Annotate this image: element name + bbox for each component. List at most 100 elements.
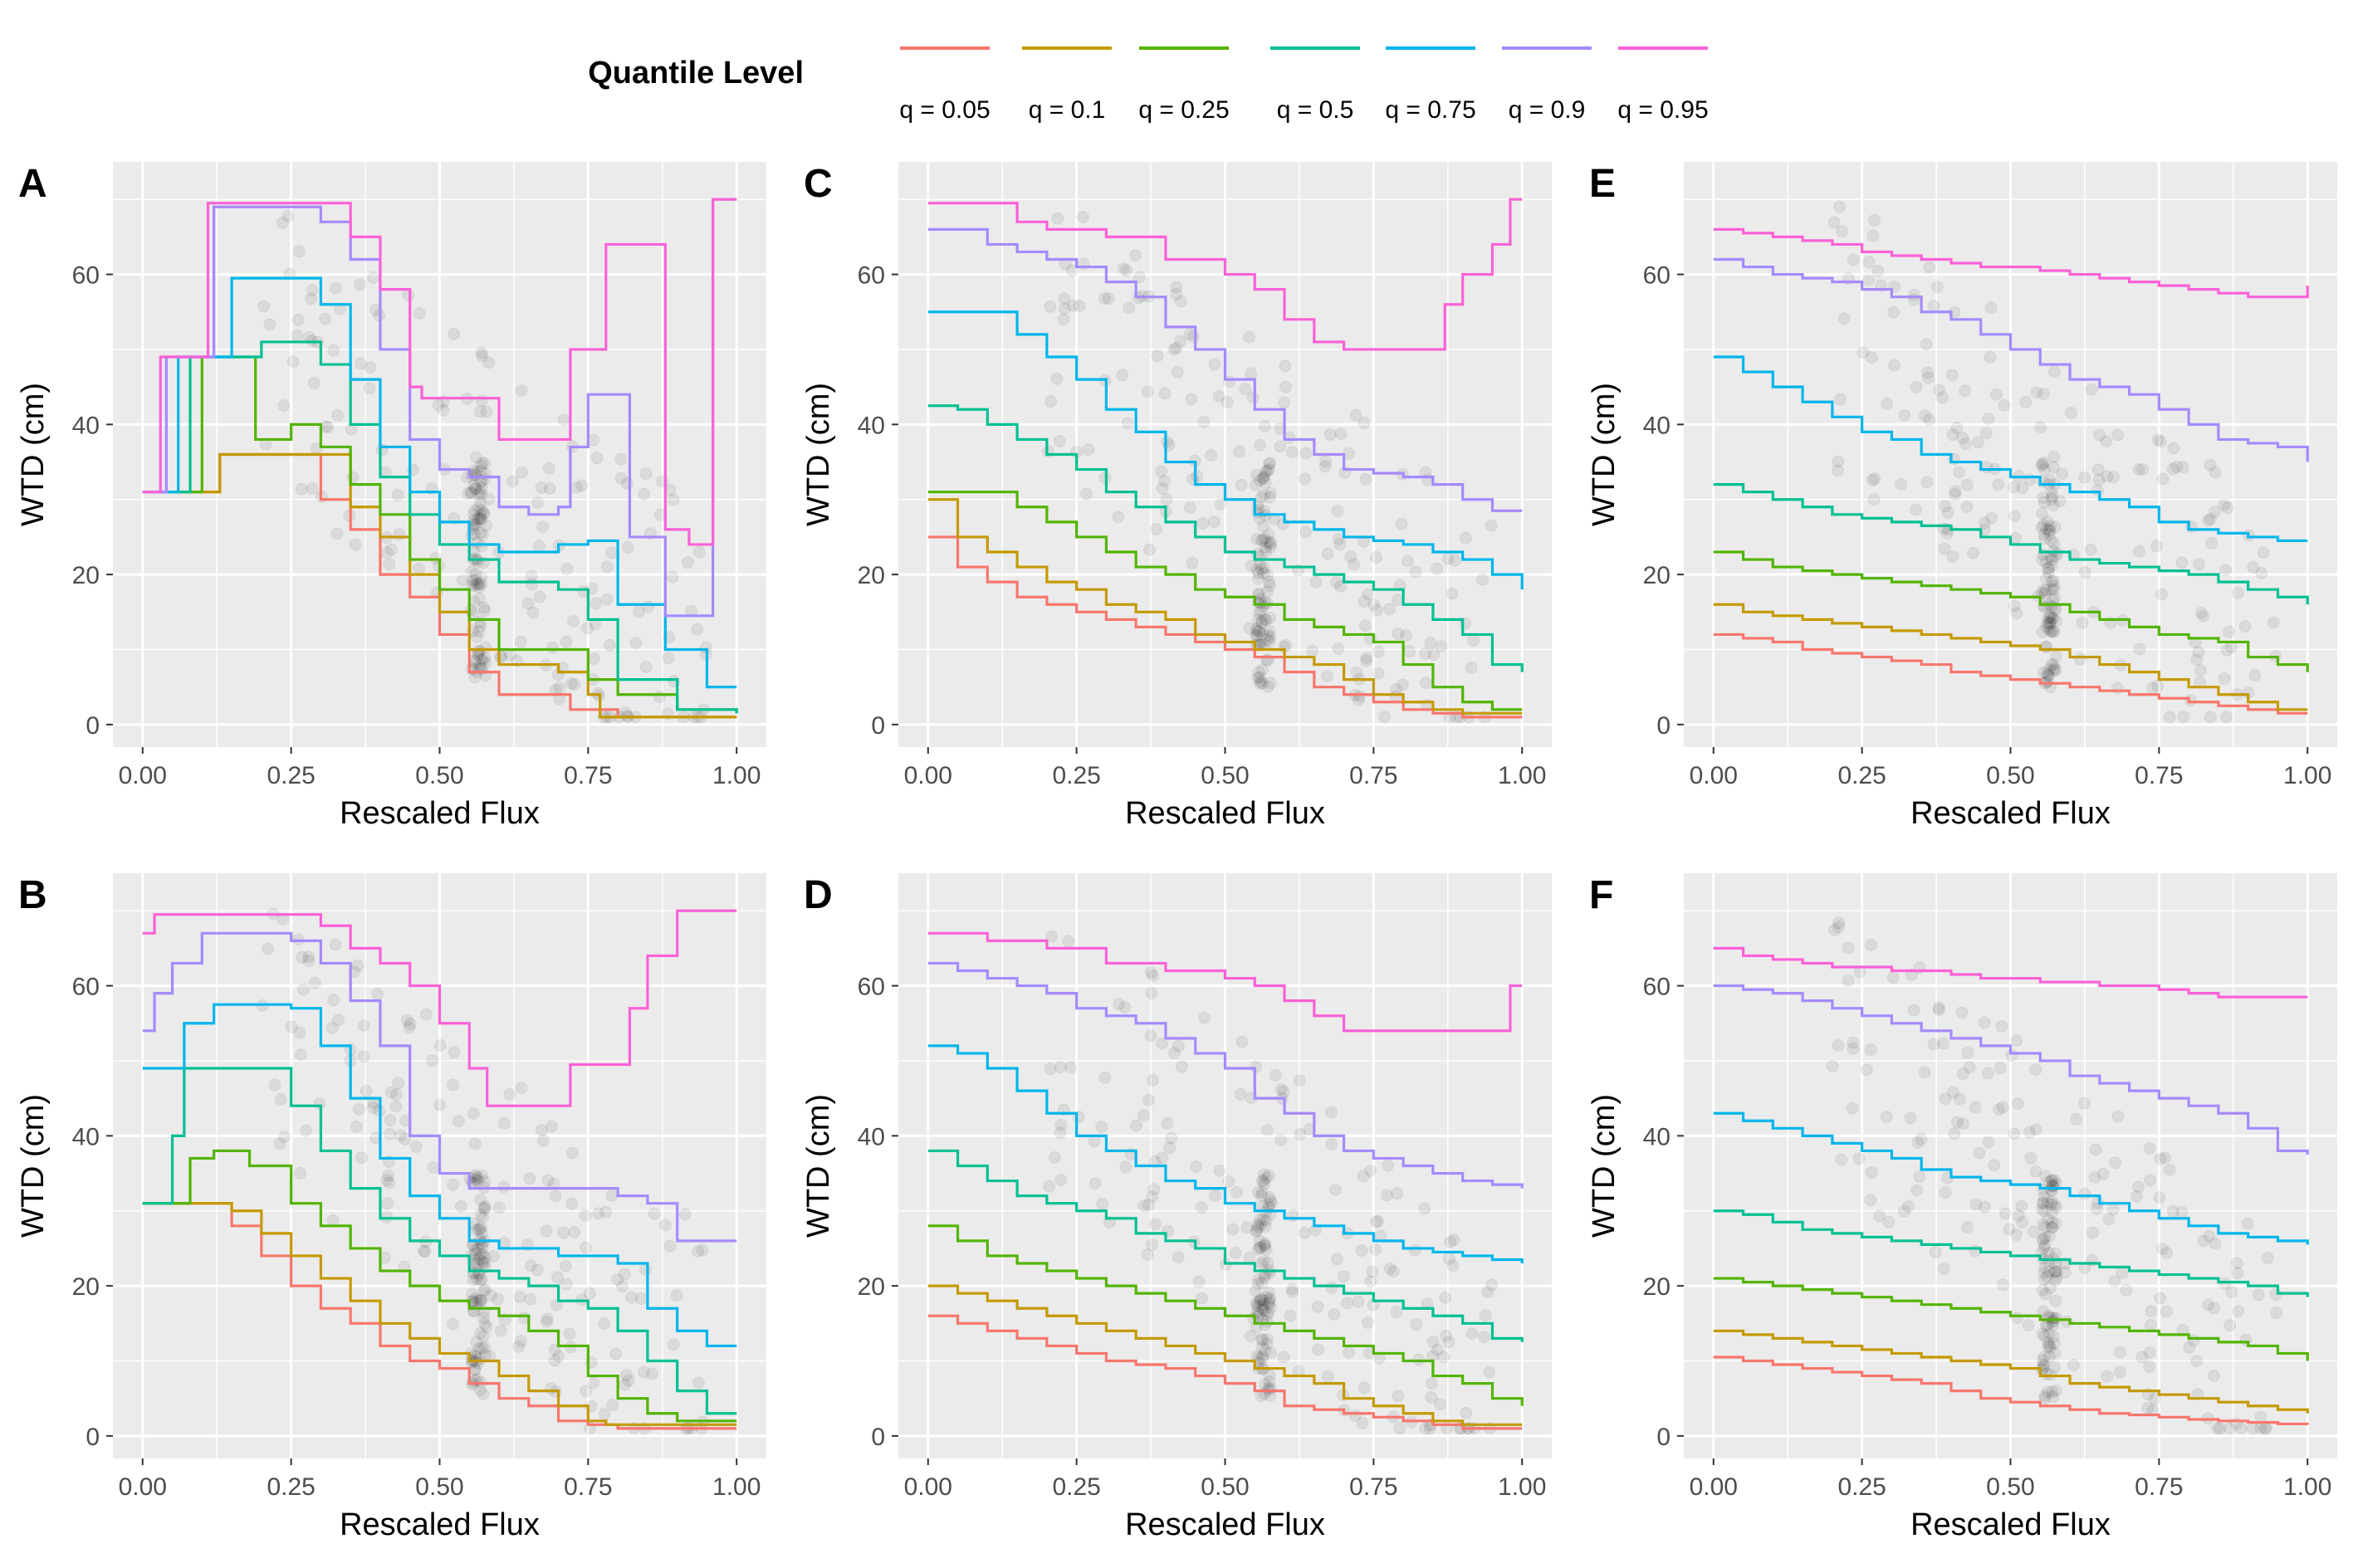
observation-point (1252, 1221, 1265, 1234)
observation-point (1425, 1377, 1438, 1390)
observation-point (2047, 1330, 2060, 1343)
observation-point (2049, 1294, 2062, 1307)
observation-point (467, 1273, 480, 1287)
observation-point (1372, 645, 1385, 658)
observation-point (1261, 1256, 1274, 1269)
observation-point (1145, 987, 1158, 1000)
observation-point (1330, 1253, 1343, 1266)
observation-point (466, 578, 479, 591)
observation-point (1240, 1221, 1254, 1234)
observation-point (1372, 667, 1385, 680)
observation-point (1298, 1227, 1311, 1240)
observation-point (1251, 547, 1265, 560)
x-tick-label: 0.50 (1986, 1473, 2034, 1501)
observation-point (1260, 1332, 1274, 1346)
observation-point (2008, 599, 2021, 613)
observation-point (1255, 563, 1269, 576)
observation-point (2046, 490, 2059, 503)
observation-point (1256, 1350, 1269, 1363)
observation-point (1265, 1196, 1279, 1209)
observation-point (472, 1342, 486, 1356)
observation-point (1862, 273, 1876, 286)
observation-point (2109, 1156, 2122, 1170)
observation-point (1864, 1043, 1877, 1056)
observation-point (1847, 1042, 1860, 1055)
observation-point (1927, 300, 1940, 313)
observation-point (367, 1101, 380, 1114)
observation-point (580, 1241, 593, 1254)
observation-point (1260, 1308, 1274, 1321)
x-tick-label: 0.75 (564, 1473, 612, 1501)
observation-point (1467, 633, 1480, 647)
observation-point (1403, 645, 1416, 658)
observation-point (1391, 1187, 1404, 1200)
observation-point (478, 472, 492, 486)
observation-point (2041, 1195, 2054, 1209)
observation-point (1960, 501, 1974, 514)
observation-point (620, 476, 634, 490)
panel-letter: E (1589, 162, 1616, 206)
observation-point (1866, 229, 1880, 242)
observation-point (296, 983, 310, 996)
observation-point (565, 677, 578, 691)
observation-point (1185, 393, 1198, 406)
observation-point (1393, 1422, 1406, 1435)
observation-point (670, 1289, 683, 1302)
observation-point (1945, 369, 1959, 382)
observation-point (478, 1199, 492, 1213)
observation-point (1961, 1046, 1974, 1059)
observation-point (1118, 1001, 1132, 1014)
observation-point (629, 637, 643, 650)
observation-point (277, 398, 291, 412)
observation-point (1251, 672, 1265, 685)
observation-point (1263, 457, 1276, 471)
observation-point (1148, 1218, 1162, 1231)
observation-point (1910, 380, 1923, 393)
observation-point (2042, 561, 2056, 574)
observation-point (1205, 449, 1218, 462)
observation-point (306, 283, 319, 296)
observation-point (399, 1133, 412, 1146)
observation-point (2160, 1305, 2173, 1318)
quantile-line (1713, 1209, 2309, 1297)
observation-point (503, 1087, 516, 1101)
observation-point (2111, 681, 2124, 695)
observation-point (1050, 372, 1064, 385)
observation-point (535, 1124, 548, 1137)
observation-point (1359, 472, 1372, 486)
observation-point (2078, 1261, 2091, 1274)
observation-point (1146, 1238, 1159, 1251)
observation-point (2255, 566, 2268, 579)
observation-point (1329, 1184, 1343, 1197)
observation-point (1352, 1295, 1365, 1308)
observation-point (2008, 1127, 2021, 1141)
observation-point (560, 1277, 573, 1291)
observation-point (2045, 492, 2058, 506)
observation-point (560, 635, 573, 648)
observation-point (456, 574, 469, 587)
quantile-line (1713, 984, 2309, 1155)
observation-point (2034, 421, 2047, 434)
observation-point (1888, 359, 1901, 372)
observation-point (2252, 1288, 2265, 1302)
x-axis-title: Rescaled Flux (1910, 796, 2111, 831)
observation-point (2093, 428, 2106, 442)
observation-point (1358, 417, 1371, 430)
observation-point (600, 593, 614, 607)
x-tick-label: 0.75 (2135, 762, 2183, 789)
observation-point (327, 344, 340, 357)
observation-point (1235, 478, 1248, 491)
observation-point (2048, 1264, 2062, 1277)
observation-points (1827, 200, 2282, 724)
observation-point (531, 496, 544, 510)
observation-point (1258, 1168, 1271, 1181)
observation-point (2037, 1190, 2051, 1204)
observation-point (515, 1082, 528, 1095)
observation-point (1882, 1215, 1896, 1229)
y-tick-label: 0 (86, 1424, 100, 1451)
observation-point (433, 1098, 447, 1111)
x-tick-label: 0.25 (1837, 762, 1886, 789)
observation-point (2163, 1163, 2176, 1176)
x-tick-label: 0.00 (119, 1473, 167, 1501)
observation-point (2012, 1209, 2025, 1222)
